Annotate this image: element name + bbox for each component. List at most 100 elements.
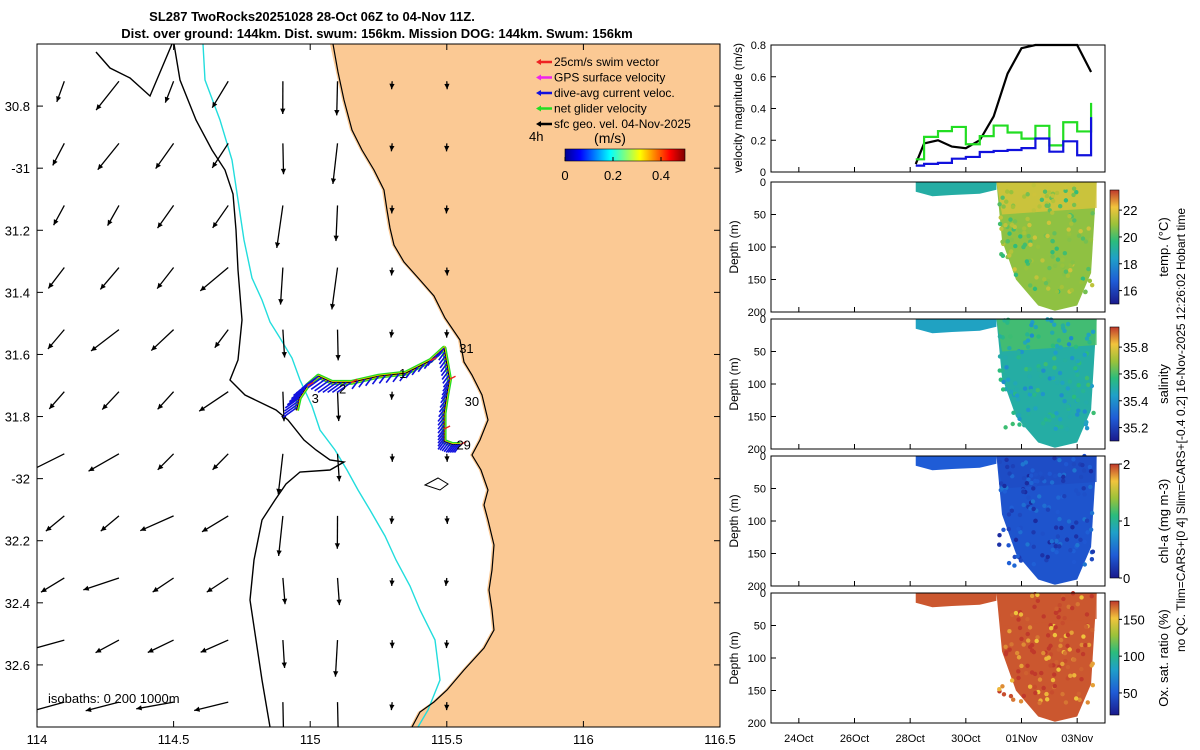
section-sample bbox=[1035, 388, 1040, 393]
current-vector-head bbox=[443, 580, 450, 586]
section-sample bbox=[1065, 321, 1071, 327]
section-sample bbox=[1088, 468, 1094, 474]
section-sample bbox=[1012, 563, 1017, 568]
current-vector-head bbox=[97, 163, 104, 170]
section-sample bbox=[1027, 392, 1033, 397]
section-sample bbox=[1021, 502, 1026, 508]
section-sample bbox=[997, 221, 1003, 227]
current-vector-head bbox=[102, 403, 108, 410]
dive-avg-vector bbox=[310, 378, 326, 390]
section-sample bbox=[1007, 471, 1012, 476]
section-sample bbox=[1063, 700, 1069, 705]
section-sample bbox=[1069, 630, 1074, 635]
section-sample bbox=[1029, 642, 1035, 648]
current-vector-head bbox=[281, 662, 287, 668]
section-sample bbox=[1077, 697, 1082, 703]
dive-avg-vector bbox=[440, 390, 449, 400]
section-sample bbox=[1082, 562, 1087, 567]
current-vector bbox=[198, 391, 229, 412]
current-vector bbox=[37, 639, 65, 649]
map-colorbar-tick-label: 0 bbox=[561, 168, 568, 183]
section-sample bbox=[1051, 672, 1057, 677]
swim-vector bbox=[460, 440, 467, 446]
section-sample bbox=[1003, 425, 1008, 430]
section-sample bbox=[1063, 198, 1069, 203]
section-sample bbox=[1050, 343, 1056, 348]
map-y-tick-label: 31.2 bbox=[5, 223, 30, 238]
map-x-tick-label: 115 bbox=[300, 732, 321, 747]
dive-avg-vector bbox=[437, 431, 445, 441]
section-sample bbox=[998, 481, 1004, 486]
colorbar-tick-label: 35.6 bbox=[1123, 367, 1148, 382]
section-sample bbox=[1070, 525, 1075, 530]
section-sample bbox=[1075, 412, 1080, 417]
section-sample bbox=[1070, 260, 1075, 265]
swim-vector bbox=[443, 425, 451, 430]
section-sample bbox=[1091, 410, 1096, 416]
section-sample bbox=[1064, 426, 1070, 432]
section-sample bbox=[1055, 509, 1060, 515]
colorbar-label: chl-a (mg m-3) bbox=[1156, 479, 1171, 564]
colorbar-tick-label: 20 bbox=[1123, 230, 1137, 245]
section-sample bbox=[997, 533, 1002, 538]
colorbar-tick-label: 35.4 bbox=[1123, 394, 1148, 409]
section-sample bbox=[1017, 416, 1022, 422]
section-sample bbox=[1001, 379, 1006, 385]
dive-avg-vector bbox=[392, 373, 400, 383]
dive-avg-vector bbox=[371, 375, 380, 385]
isobath-200m bbox=[202, 44, 441, 727]
legend-label: net glider velocity bbox=[554, 102, 647, 116]
section-sample bbox=[1065, 664, 1071, 670]
section-sample bbox=[1008, 693, 1014, 699]
section-sample bbox=[1071, 186, 1077, 191]
velocity-series-dive_avg bbox=[915, 117, 1093, 167]
section-sample bbox=[1056, 667, 1061, 672]
section-sample bbox=[1056, 615, 1061, 620]
section-sample bbox=[1031, 183, 1036, 188]
current-vector-head bbox=[164, 96, 170, 103]
section-sample bbox=[1054, 343, 1060, 349]
section-sample bbox=[1006, 526, 1011, 532]
section-sample bbox=[997, 686, 1002, 692]
section-sample bbox=[1071, 457, 1076, 462]
section-sample bbox=[1068, 548, 1073, 553]
colorbar-tick-label: 50 bbox=[1123, 686, 1137, 701]
section-sample bbox=[1005, 377, 1011, 382]
dive-avg-vector bbox=[437, 412, 445, 422]
section-sample bbox=[1031, 506, 1036, 512]
current-vector-head bbox=[200, 285, 207, 291]
section-ylabel: Depth (m) bbox=[727, 220, 741, 273]
section-sample bbox=[1026, 411, 1031, 416]
time-tick-label: 24Oct bbox=[784, 733, 813, 745]
current-vector-head bbox=[389, 580, 395, 586]
track-day-label: 1 bbox=[399, 366, 406, 381]
section-sample bbox=[1044, 691, 1049, 697]
section-sample bbox=[1009, 678, 1015, 683]
section-sample bbox=[1082, 409, 1087, 414]
section-sample bbox=[1043, 361, 1048, 367]
section-sample bbox=[1005, 464, 1010, 470]
dive-avg-vector bbox=[441, 442, 449, 452]
section-sample bbox=[1024, 367, 1029, 372]
section-sample bbox=[1069, 221, 1074, 226]
track-day-label: 29 bbox=[456, 437, 470, 452]
section-sample bbox=[1002, 489, 1008, 494]
title-line-1: SL287 TwoRocks20251028 28-Oct 06Z to 04-… bbox=[149, 9, 475, 24]
dive-avg-vector bbox=[438, 408, 446, 418]
map-y-tick-label: 31.8 bbox=[5, 410, 30, 425]
legend-label: sfc geo. vel. 04-Nov-2025 bbox=[554, 117, 691, 131]
section-sample bbox=[1071, 192, 1076, 198]
section-panel: 0 50 100 150 200 Depth (m) 16 18 20 22 temp. (°C) bbox=[727, 177, 1171, 319]
dive-avg-vector bbox=[449, 444, 458, 453]
section-sample bbox=[1045, 233, 1050, 239]
section-sample bbox=[1043, 417, 1049, 422]
section-sample bbox=[1057, 602, 1062, 608]
current-vector-head bbox=[147, 647, 154, 653]
section-sample bbox=[1050, 193, 1055, 198]
section-sample bbox=[997, 334, 1003, 339]
map-y-tick-label: 32.2 bbox=[5, 534, 30, 549]
section-sample bbox=[1029, 473, 1034, 478]
current-vector bbox=[276, 205, 284, 249]
section-sample bbox=[1001, 204, 1006, 209]
